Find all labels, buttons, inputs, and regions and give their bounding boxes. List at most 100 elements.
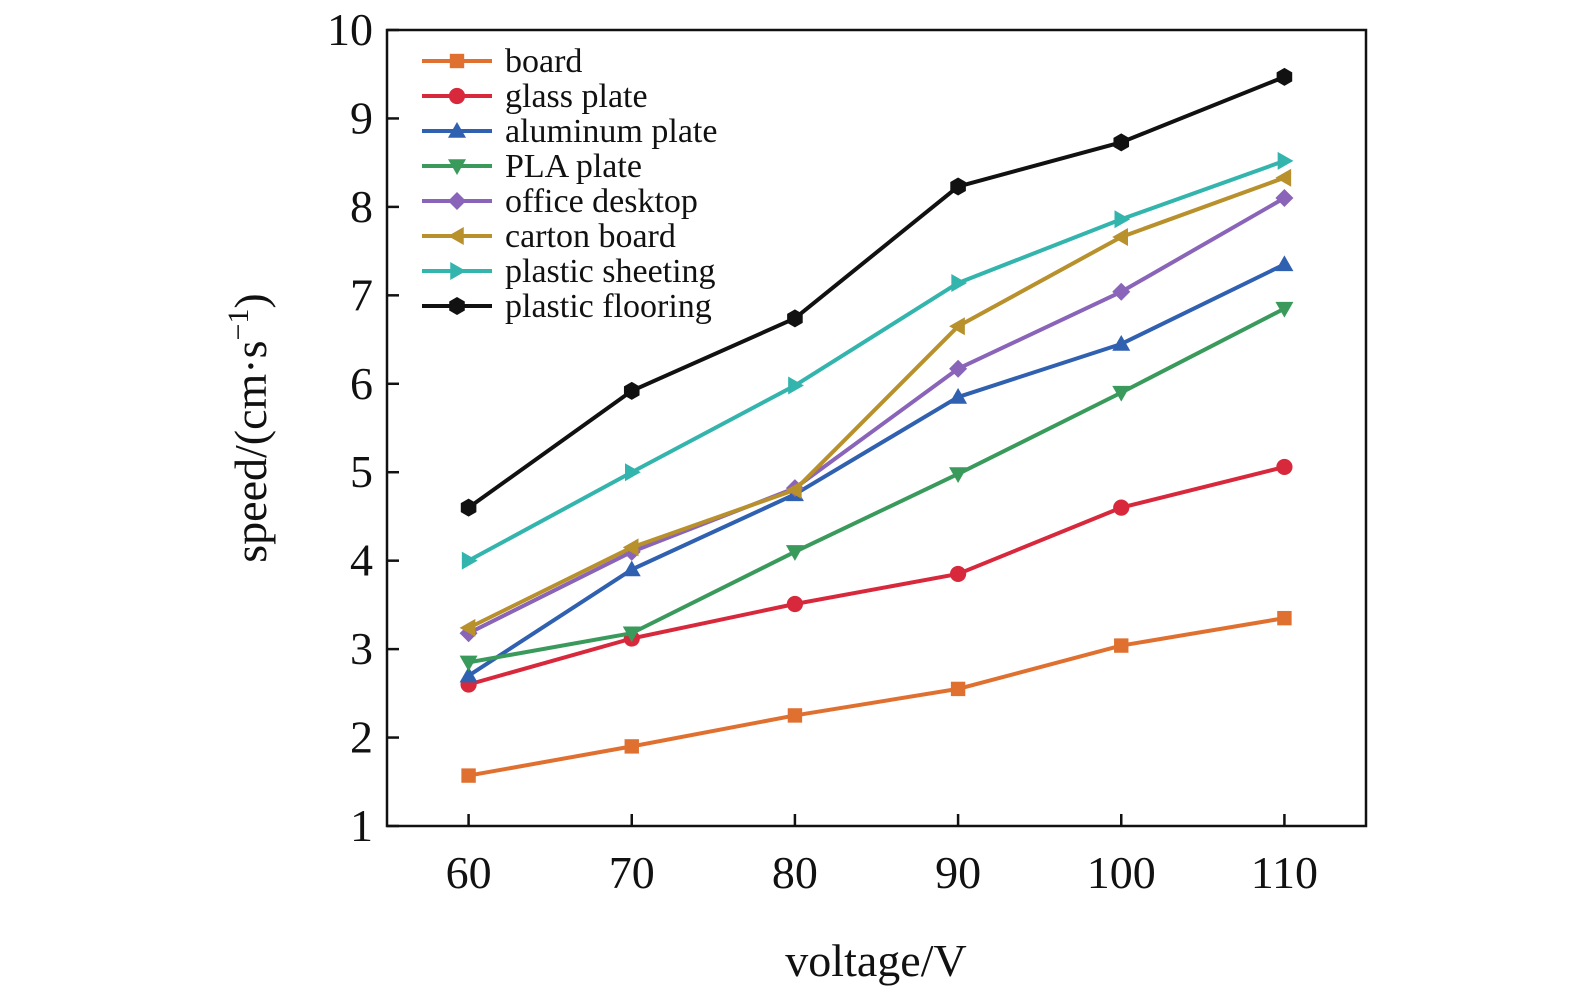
y-tick-label: 10: [327, 4, 373, 55]
series-line-glass-plate: [468, 464, 1285, 687]
data-point-board: [1277, 610, 1292, 626]
legend-item-carton-board: carton board: [422, 218, 676, 255]
legend-label: plastic flooring: [505, 288, 712, 325]
legend-item-board: board: [422, 43, 582, 80]
data-point-board: [461, 768, 476, 783]
data-point-plastic-flooring: [1276, 67, 1293, 86]
y-axis: 1 2 3 4 5 6 7 8 9 10: [327, 4, 399, 851]
legend-marker: [448, 159, 466, 175]
series-line-pla-plate: [468, 306, 1286, 665]
legend-label: carton board: [505, 218, 676, 255]
data-point-office-desktop: [949, 359, 968, 378]
legend-label: PLA plate: [505, 148, 642, 185]
legend-item-aluminum-plate: aluminum plate: [422, 113, 717, 150]
data-point-aluminum-plate: [622, 560, 641, 577]
data-point-plastic-flooring: [623, 381, 640, 400]
data-point-carton-board: [459, 618, 476, 637]
series-board: [461, 610, 1292, 783]
series-line-plastic-flooring: [467, 75, 1286, 510]
legend-item-glass-plate: glass plate: [422, 78, 648, 115]
y-tick-label: 2: [350, 712, 373, 763]
y-axis-label-sup: −1: [222, 309, 255, 341]
data-point-plastic-sheeting: [1277, 151, 1294, 170]
data-point-glass-plate: [1113, 499, 1130, 516]
series-line-aluminum-plate: [467, 262, 1286, 678]
data-point-aluminum-plate: [459, 666, 478, 683]
y-tick-label: 5: [350, 446, 373, 497]
x-tick-label: 100: [1087, 847, 1156, 898]
y-axis-label-end: ): [225, 293, 276, 308]
data-point-glass-plate: [786, 595, 804, 613]
data-point-board: [787, 708, 803, 723]
x-tick-label: 90: [935, 847, 981, 898]
data-point-pla-plate: [1112, 385, 1131, 402]
series-line-carton-board: [467, 175, 1286, 630]
legend-marker: [448, 227, 464, 245]
legend-label: glass plate: [505, 78, 648, 115]
series-plastic-flooring: [460, 67, 1293, 517]
y-axis-label-main: speed/(cm·s: [225, 340, 276, 562]
y-tick-label: 4: [350, 535, 373, 586]
data-point-pla-plate: [785, 545, 804, 561]
series-line-office-desktop: [467, 196, 1286, 635]
y-axis-label: speed/(cm·s−1): [222, 293, 276, 563]
data-point-plastic-flooring: [1113, 133, 1130, 152]
data-point-carton-board: [1275, 168, 1292, 187]
legend-marker: [448, 87, 466, 105]
y-tick-label: 8: [350, 181, 373, 232]
legend-marker: [448, 192, 466, 210]
series-pla-plate: [459, 301, 1294, 672]
data-point-aluminum-plate: [1275, 255, 1294, 272]
data-point-plastic-sheeting: [951, 273, 968, 292]
legend-label: aluminum plate: [505, 113, 717, 150]
legend-label: plastic sheeting: [505, 253, 716, 290]
x-tick-label: 110: [1251, 847, 1318, 898]
legend-item-office-desktop: office desktop: [422, 183, 698, 220]
data-point-plastic-sheeting: [1114, 210, 1131, 229]
data-point-board: [950, 681, 966, 697]
legend-item-plastic-sheeting: plastic sheeting: [422, 253, 716, 290]
data-point-office-desktop: [1275, 189, 1294, 208]
series-glass-plate: [460, 458, 1293, 693]
data-point-office-desktop: [1112, 282, 1131, 301]
y-tick-label: 9: [350, 92, 373, 143]
legend-item-pla-plate: PLA plate: [422, 148, 642, 185]
legend-marker: [448, 122, 466, 138]
legend-marker: [450, 262, 466, 280]
x-tick-label: 70: [609, 847, 655, 898]
series-line-board: [468, 616, 1285, 778]
data-point-pla-plate: [949, 467, 968, 483]
data-point-plastic-sheeting: [625, 463, 641, 482]
data-point-plastic-flooring: [950, 177, 966, 196]
x-axis: 60 70 80 90 100 110: [446, 814, 1318, 898]
data-point-plastic-flooring: [787, 309, 803, 328]
data-point-pla-plate: [459, 655, 478, 672]
data-point-pla-plate: [622, 626, 641, 643]
data-point-aluminum-plate: [1112, 334, 1131, 351]
y-tick-label: 6: [350, 358, 373, 409]
data-point-plastic-flooring: [460, 498, 477, 517]
data-point-carton-board: [949, 317, 965, 336]
y-tick-label: 1: [350, 800, 373, 851]
data-point-carton-board: [622, 538, 639, 557]
data-point-carton-board: [1112, 227, 1128, 246]
data-point-pla-plate: [1275, 301, 1294, 318]
legend-marker: [449, 53, 465, 69]
legend-marker: [449, 297, 465, 315]
series-line-plastic-sheeting: [467, 159, 1286, 563]
plot-frame: [385, 28, 1368, 828]
y-tick-label: 3: [350, 623, 373, 674]
series-layer: [459, 67, 1294, 783]
data-point-board: [1114, 638, 1129, 653]
y-tick-label: 7: [350, 269, 373, 320]
legend-item-plastic-flooring: plastic flooring: [422, 288, 712, 325]
data-point-glass-plate: [949, 565, 967, 583]
x-tick-label: 80: [772, 847, 818, 898]
x-axis-label: voltage/V: [785, 935, 966, 986]
legend-label: board: [505, 43, 582, 80]
data-point-board: [624, 739, 639, 754]
data-point-glass-plate: [1276, 458, 1293, 476]
series-carton-board: [459, 168, 1292, 637]
